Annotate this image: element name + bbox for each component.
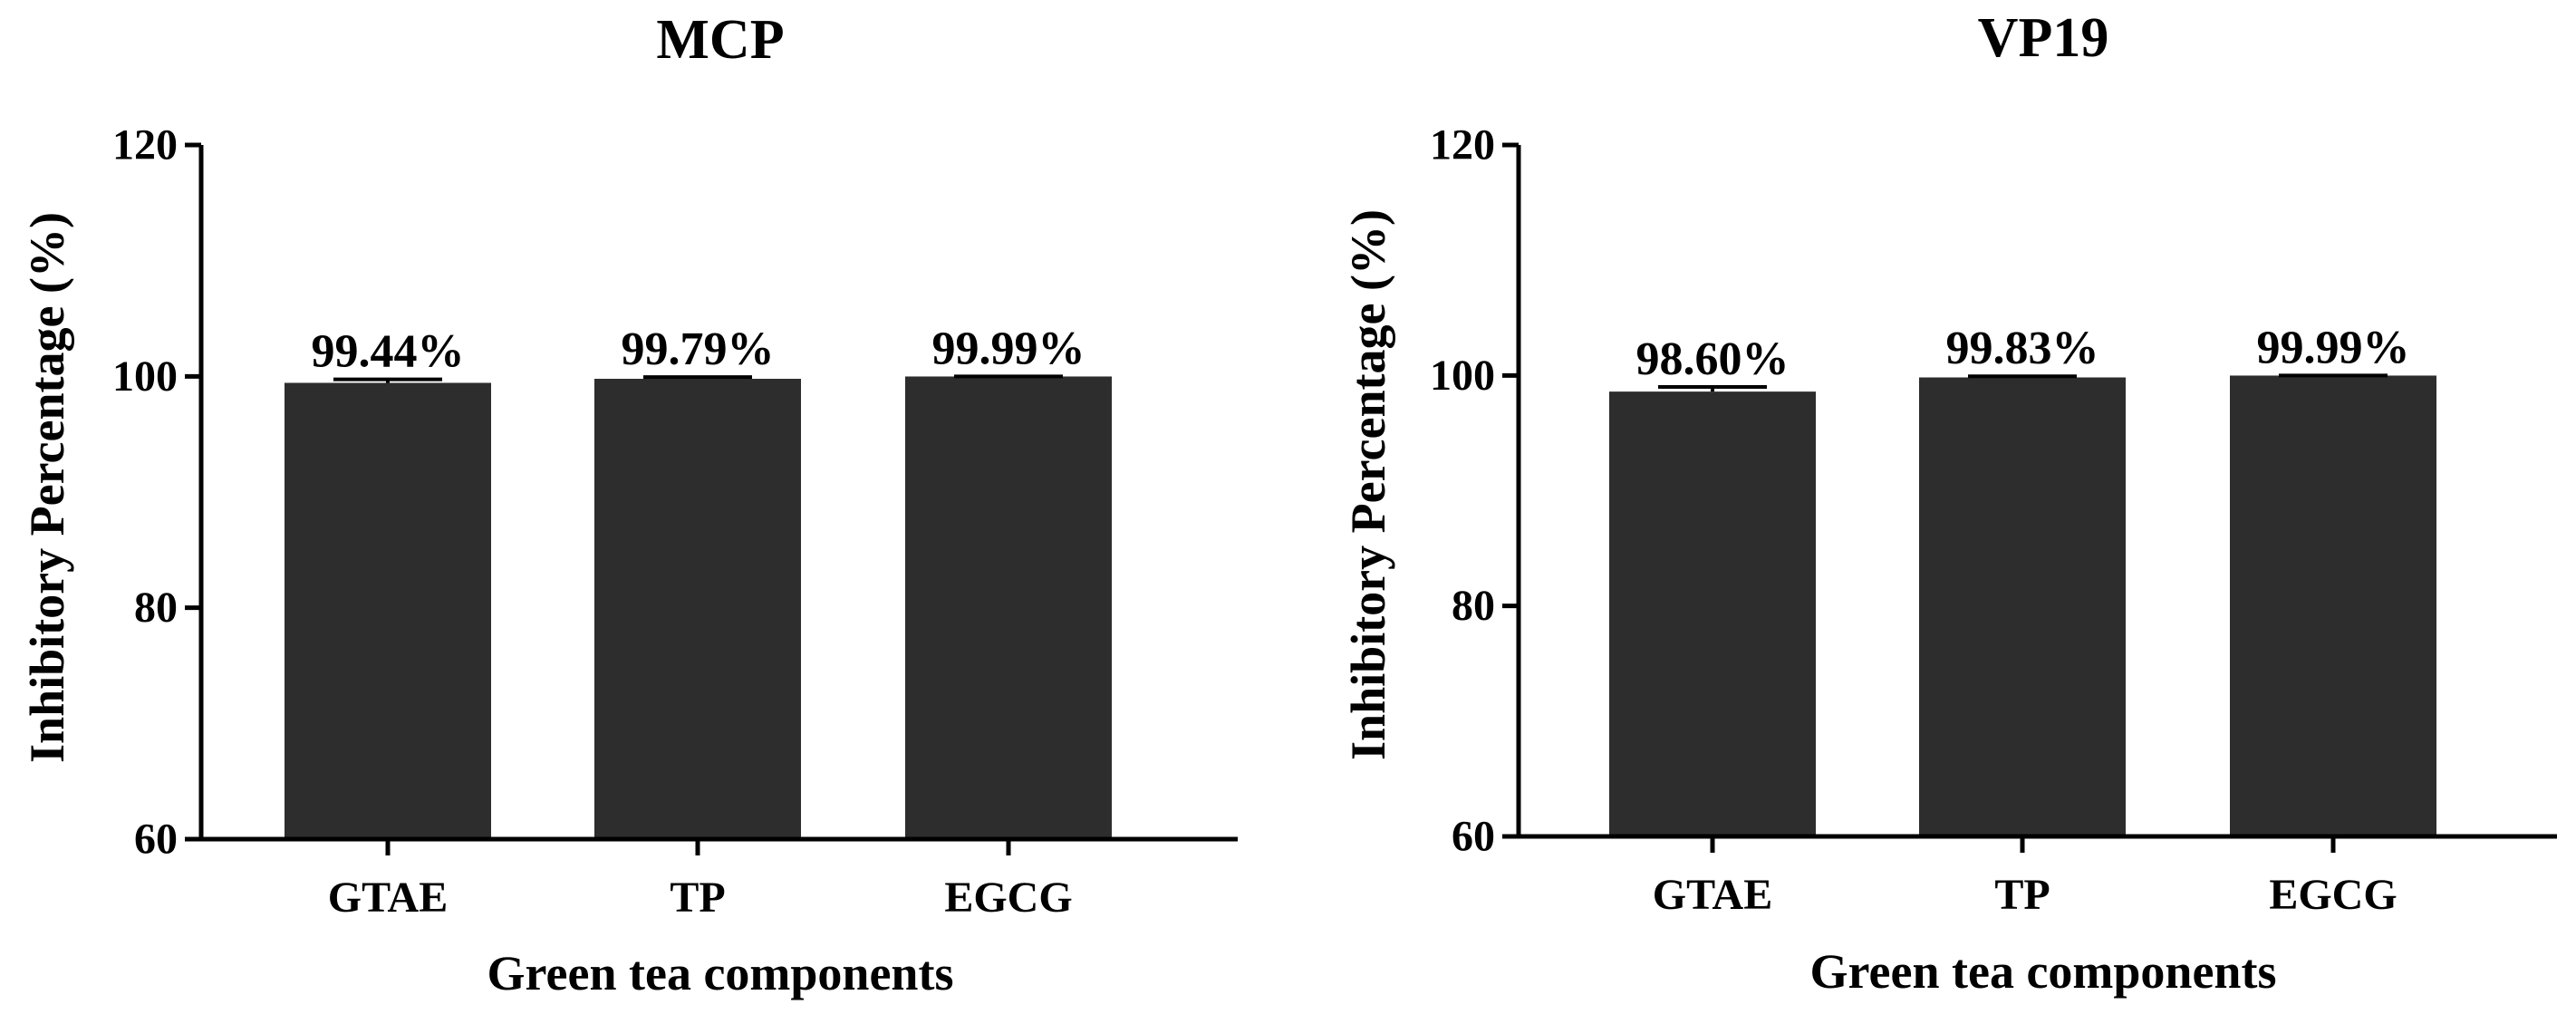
bar-tp — [594, 379, 801, 839]
y-tick-label: 80 — [1452, 582, 1495, 630]
x-tick-labels: GTAE TP EGCG — [1653, 871, 2398, 919]
y-tick-labels: 60 80 100 120 — [1430, 121, 1495, 861]
y-tick-labels: 60 80 100 120 — [112, 121, 178, 864]
bar-tp — [1919, 377, 2126, 836]
y-tick-label: 120 — [112, 121, 178, 169]
y-axis-ticks — [185, 142, 201, 842]
data-label: 99.99% — [2257, 322, 2410, 373]
chart-mcp: MCP Inhibitory Percentage (%) Green tea … — [20, 9, 1238, 1000]
data-label: 99.99% — [932, 323, 1085, 374]
x-tick-label: EGCG — [944, 874, 1072, 922]
chart-title: MCP — [656, 9, 784, 71]
error-bars — [1658, 373, 2388, 392]
y-tick-label: 100 — [112, 353, 178, 401]
data-label: 98.60% — [1636, 333, 1790, 385]
y-tick-label: 100 — [1430, 352, 1495, 400]
data-labels: 98.60% 99.83% 99.99% — [1636, 322, 2410, 385]
x-tick-label: TP — [1994, 871, 2050, 919]
data-label: 99.79% — [622, 324, 775, 375]
x-tick-label: TP — [670, 874, 725, 922]
bar-egcg — [905, 376, 1112, 839]
y-tick-label: 120 — [1430, 121, 1495, 169]
x-axis-title: Green tea components — [1810, 944, 2277, 999]
x-tick-label: GTAE — [328, 874, 448, 922]
bar-gtae — [285, 382, 491, 839]
y-axis-ticks — [1502, 142, 1519, 839]
x-axis-ticks — [1710, 836, 2336, 853]
error-bars — [333, 374, 1063, 383]
chart-title: VP19 — [1978, 7, 2109, 69]
x-tick-labels: GTAE TP EGCG — [328, 874, 1073, 922]
y-tick-label: 60 — [134, 816, 178, 864]
x-tick-label: GTAE — [1653, 871, 1772, 919]
bar-series — [285, 376, 1112, 839]
x-axis-ticks — [385, 839, 1011, 855]
x-axis-title: Green tea components — [487, 946, 954, 1000]
y-tick-label: 80 — [134, 584, 178, 632]
y-axis-title: Inhibitory Percentage (%) — [20, 212, 74, 763]
x-tick-label: EGCG — [2269, 871, 2397, 919]
y-tick-label: 60 — [1452, 813, 1495, 861]
data-labels: 99.44% 99.79% 99.99% — [312, 323, 1085, 377]
y-axis-title: Inhibitory Percentage (%) — [1341, 209, 1395, 760]
bar-egcg — [2230, 375, 2436, 836]
bar-series — [1609, 375, 2436, 836]
chart-vp19: VP19 Inhibitory Percentage (%) Green tea… — [1341, 7, 2557, 999]
data-label: 99.44% — [312, 326, 465, 378]
bar-gtae — [1609, 391, 1816, 836]
data-label: 99.83% — [1946, 323, 2099, 374]
